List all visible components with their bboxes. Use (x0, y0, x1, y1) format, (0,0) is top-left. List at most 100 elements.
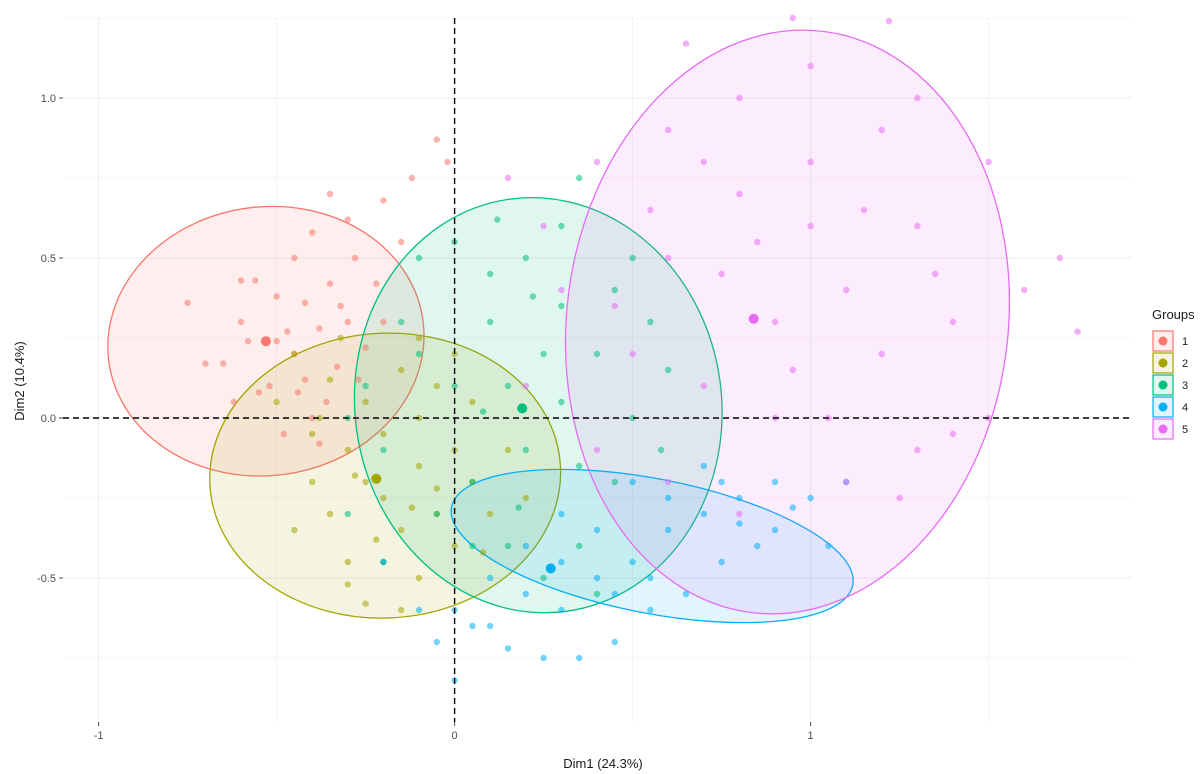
point-group-1 (184, 299, 191, 306)
point-group-4 (700, 462, 707, 470)
point-group-3 (494, 216, 501, 223)
legend-label: 5 (1182, 424, 1188, 436)
point-group-5 (522, 382, 529, 390)
point-group-4 (611, 638, 618, 646)
point-group-4 (665, 526, 672, 534)
point-group-4 (504, 645, 512, 652)
point-group-5 (789, 14, 796, 22)
point-group-3 (657, 446, 665, 454)
point-group-2 (291, 350, 298, 358)
point-group-5 (914, 94, 921, 102)
point-group-2 (398, 526, 405, 534)
point-group-5 (754, 238, 761, 246)
point-group-3 (540, 574, 547, 582)
point-group-3 (522, 254, 529, 262)
point-group-2 (479, 549, 487, 556)
point-group-2 (351, 472, 359, 479)
point-group-5 (629, 350, 636, 358)
point-group-5 (789, 366, 796, 374)
legend-item-2: 2 (1152, 352, 1188, 374)
point-group-3 (415, 254, 423, 262)
point-group-2 (415, 462, 423, 470)
point-group-1 (316, 440, 323, 447)
point-group-4 (593, 574, 601, 582)
point-group-5 (896, 494, 903, 502)
centroid-group-2 (371, 473, 382, 484)
point-group-3 (576, 462, 583, 470)
legend-title: Groups (1152, 307, 1195, 322)
point-group-3 (558, 302, 565, 310)
point-group-1 (301, 376, 309, 383)
legend-item-3: 3 (1152, 374, 1188, 396)
centroid-group-3 (517, 403, 528, 414)
point-group-1 (255, 389, 262, 396)
point-group-3 (529, 293, 537, 300)
point-group-3 (629, 254, 636, 262)
point-group-5 (843, 286, 850, 294)
point-group-5 (914, 446, 921, 454)
point-group-1 (273, 293, 280, 300)
point-group-1 (326, 190, 334, 198)
point-group-5 (807, 62, 814, 70)
point-group-5 (665, 254, 672, 262)
point-group-2 (362, 600, 369, 607)
point-group-5 (647, 206, 654, 214)
legend-marker (1158, 336, 1168, 346)
legend-marker (1158, 424, 1168, 434)
point-group-5 (736, 94, 743, 102)
point-group-2 (380, 494, 387, 502)
point-group-1 (230, 398, 238, 406)
point-group-2 (415, 574, 423, 582)
point-group-1 (444, 158, 451, 166)
point-group-4 (736, 494, 743, 502)
point-group-3 (611, 286, 618, 294)
centroid-group-5 (748, 313, 759, 324)
point-group-1 (408, 174, 416, 182)
point-group-5 (682, 40, 690, 47)
point-group-2 (451, 542, 458, 550)
point-group-1 (355, 376, 362, 383)
point-group-1 (202, 360, 209, 367)
point-group-2 (408, 504, 416, 511)
point-group-1 (323, 398, 330, 406)
point-group-1 (398, 238, 405, 246)
legend-item-4: 4 (1152, 396, 1188, 418)
point-group-1 (284, 328, 291, 335)
point-group-5 (807, 158, 814, 166)
point-group-5 (611, 302, 618, 310)
point-group-4 (807, 494, 814, 502)
point-group-1 (244, 338, 252, 345)
point-group-5 (718, 270, 725, 278)
point-group-4 (611, 590, 618, 598)
point-group-4 (736, 520, 743, 527)
confidence-ellipses (107, 29, 1011, 624)
legend-marker (1158, 358, 1168, 368)
point-group-2 (309, 478, 316, 486)
point-group-5 (700, 158, 707, 166)
point-group-1 (344, 216, 351, 223)
point-group-3 (344, 510, 351, 518)
point-group-5 (1056, 254, 1064, 262)
point-group-5 (771, 318, 779, 326)
point-group-4 (522, 590, 529, 598)
point-group-1 (291, 254, 298, 262)
point-group-5 (949, 318, 957, 326)
point-group-4 (540, 654, 547, 662)
point-group-4 (576, 654, 583, 662)
point-group-1 (380, 197, 387, 204)
point-group-4 (558, 510, 565, 518)
point-group-2 (469, 398, 476, 406)
legend-marker (1158, 380, 1168, 390)
ellipse-group-5 (564, 29, 1011, 615)
point-group-2 (398, 606, 405, 614)
point-group-5 (885, 18, 893, 25)
point-group-4 (771, 526, 779, 534)
point-group-2 (504, 446, 512, 454)
point-group-5 (1020, 286, 1028, 294)
legend-label: 1 (1182, 336, 1188, 348)
point-group-3 (504, 542, 512, 550)
point-group-4 (718, 478, 725, 486)
legend-item-1: 1 (1152, 330, 1188, 352)
point-group-5 (593, 158, 601, 166)
legend-item-5: 5 (1152, 418, 1188, 440)
